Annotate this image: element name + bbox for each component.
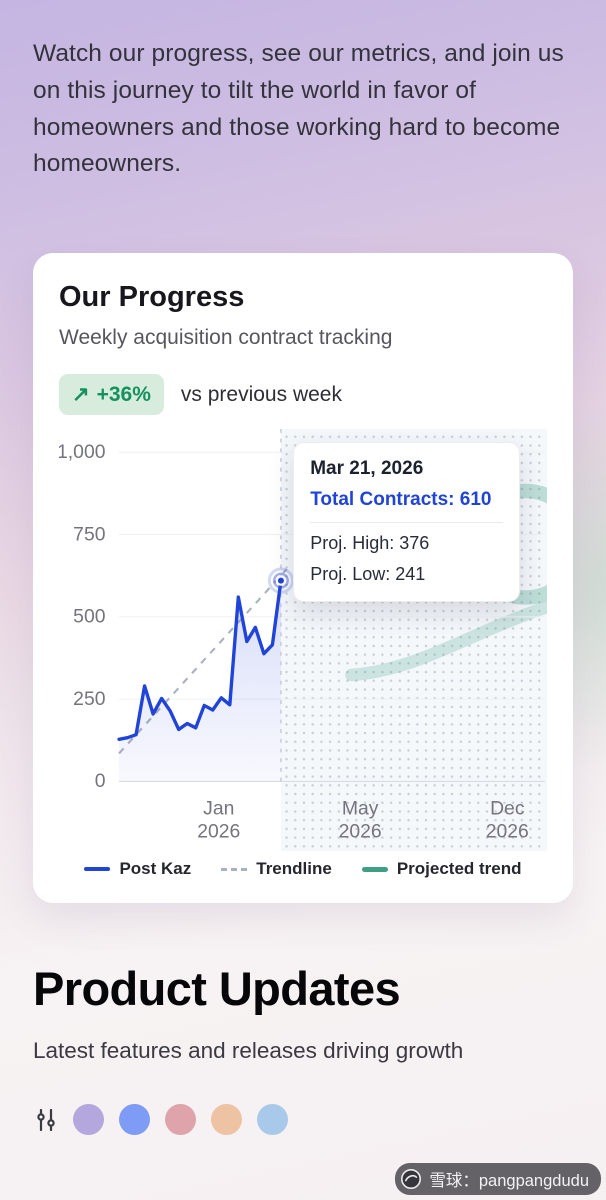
y-tick-label: 0 — [95, 770, 106, 792]
card-subtitle: Weekly acquisition contract tracking — [59, 326, 393, 349]
legend-label: Projected trend — [396, 859, 522, 879]
color-dot-1[interactable] — [73, 1104, 104, 1136]
x-tick-label: 2026 — [197, 821, 240, 843]
progress-card: Our Progress Weekly acquisition contract… — [33, 253, 573, 904]
weekly-contracts-chart[interactable]: 1,000 750 500 250 0 Jan 2026 May 2026 De… — [59, 429, 547, 852]
tooltip-date: Mar 21, 2026 — [310, 457, 424, 479]
legend-item-post-kaz: Post Kaz — [84, 859, 191, 879]
color-dot-3[interactable] — [165, 1104, 196, 1136]
legend-item-trendline: Trendline — [221, 859, 332, 879]
y-tick-label: 750 — [73, 523, 106, 545]
post-kaz-area-fill — [119, 580, 281, 782]
legend-label: Trendline — [256, 859, 332, 879]
x-axis-labels: Jan 2026 May 2026 Dec 2026 — [197, 797, 529, 842]
chart-legend: Post Kaz Trendline Projected trend — [59, 859, 547, 879]
filter-sliders-button[interactable] — [34, 1107, 58, 1133]
y-tick-label: 500 — [73, 606, 106, 628]
color-dot-4[interactable] — [211, 1104, 242, 1136]
color-dot-5[interactable] — [257, 1104, 288, 1136]
product-updates-icon-row — [34, 1104, 606, 1136]
x-tick-label: Dec — [490, 797, 525, 819]
tooltip-proj-high: Proj. High: 376 — [310, 532, 430, 553]
legend-item-projected-trend: Projected trend — [361, 859, 522, 879]
sliders-icon — [37, 1108, 55, 1131]
post-kaz-swatch — [84, 867, 111, 872]
post-kaz-line — [117, 578, 283, 742]
highlight-marker — [267, 567, 294, 594]
trendline-swatch — [221, 867, 248, 871]
tooltip-total: Total Contracts: 610 — [310, 489, 504, 523]
growth-badge: ↗ +36% — [59, 374, 164, 415]
y-tick-label: 1,000 — [59, 441, 106, 463]
arrow-up-right-icon: ↗ — [72, 383, 90, 406]
legend-label: Post Kaz — [119, 859, 192, 879]
tooltip-proj-low: Proj. Low: 241 — [310, 563, 426, 584]
x-tick-label: May — [342, 797, 379, 819]
card-title: Our Progress — [59, 281, 245, 313]
y-tick-label: 250 — [73, 688, 106, 710]
watermark-text: 雪球：pangpangdudu — [429, 1172, 589, 1190]
y-axis-labels: 1,000 750 500 250 0 — [59, 441, 106, 792]
product-updates-subtitle: Latest features and releases driving gro… — [33, 1038, 464, 1064]
growth-badge-row: ↗ +36% vs previous week — [59, 374, 547, 415]
watermark: 雪球：pangpangdudu — [395, 1163, 601, 1195]
product-updates-title: Product Updates — [33, 962, 401, 1016]
x-tick-label: 2026 — [486, 821, 529, 843]
snowball-logo-icon — [401, 1169, 422, 1189]
color-dot-2[interactable] — [119, 1104, 150, 1136]
chart-tooltip: Mar 21, 2026 Total Contracts: 610 Proj. … — [293, 441, 521, 602]
growth-delta: +36% — [96, 382, 151, 406]
color-dots — [73, 1104, 288, 1136]
projected-trend-swatch — [361, 866, 388, 872]
x-tick-label: 2026 — [339, 821, 382, 843]
hero-paragraph: Watch our progress, see our metrics, and… — [33, 40, 564, 178]
x-tick-label: Jan — [203, 797, 234, 819]
growth-context: vs previous week — [180, 382, 342, 406]
